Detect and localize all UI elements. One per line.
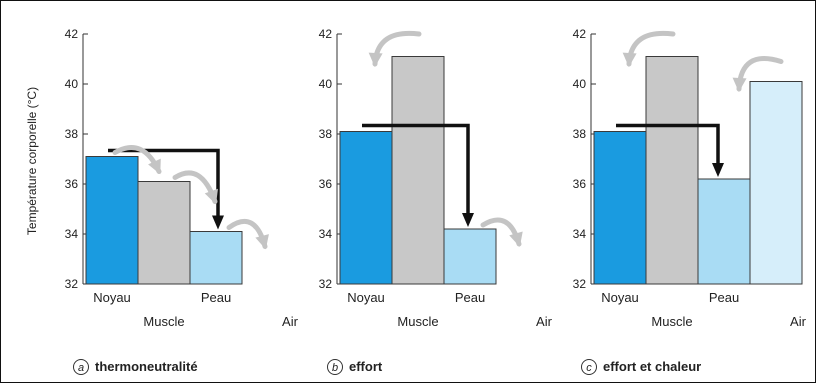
grey-arrow-muscle-core-head (622, 52, 637, 67)
heat-flow-arrow-line (362, 123, 470, 217)
category-label-peau: Peau (709, 290, 739, 305)
panel-letter: b (332, 362, 338, 374)
bar-muscle (645, 56, 699, 285)
grey-arrow-muscle-skin (172, 170, 218, 205)
heat-flow-arrow (616, 123, 724, 177)
heat-flow-arrow-head (712, 163, 724, 177)
bar-air (749, 81, 803, 285)
category-label-air: Air (790, 314, 807, 329)
category-label-air: Air (536, 314, 553, 329)
panel-caption: effort (349, 359, 383, 374)
category-label-muscle: Muscle (651, 314, 692, 329)
panel-letter: a (78, 362, 84, 374)
y-tick-label: 36 (573, 177, 587, 191)
grey-arrow-muscle-core (368, 30, 422, 67)
panel-b: 32 34 36 38 40 42 Noyau Muscle Peau Air b effort (319, 27, 553, 375)
grey-arrow-muscle-skin-head (204, 188, 218, 205)
grey-arrow-air-skin-head (732, 77, 747, 92)
y-tick-label: 34 (65, 227, 79, 241)
category-label-noyau: Noyau (93, 290, 131, 305)
y-tick-label: 40 (573, 77, 587, 91)
heat-flow-arrow-line (616, 123, 720, 167)
grey-arrow-muscle-core (622, 30, 676, 67)
bar-peau (189, 231, 243, 285)
grey-arrow-skin-air-head (509, 231, 523, 247)
y-tick-label: 42 (65, 27, 79, 41)
heat-flow-arrow-head (212, 215, 224, 230)
y-tick-label: 38 (319, 127, 333, 141)
y-tick-label: 40 (319, 77, 333, 91)
y-tick-label: 42 (573, 27, 587, 41)
grey-arrow-core-muscle-head (148, 158, 161, 175)
bar-peau (697, 178, 751, 285)
panel-caption: effort et chaleur (603, 359, 701, 374)
grey-arrow-muscle-core-head (368, 52, 383, 67)
y-axis-title: Température corporelle (°C) (25, 87, 39, 235)
heat-flow-arrow (362, 123, 474, 227)
panel-letter: c (586, 362, 592, 374)
y-tick-label: 36 (65, 177, 79, 191)
grey-arrow-skin-air (480, 217, 523, 247)
panel-letter-circle (73, 359, 89, 375)
y-tick-label: 42 (319, 27, 333, 41)
category-label-air: Air (282, 314, 299, 329)
grey-arrow-skin-air-head (255, 234, 269, 250)
grey-arrow-skin-air (226, 219, 269, 250)
bar-noyau (85, 156, 139, 285)
heat-flow-arrow-head (462, 213, 474, 227)
y-tick-label: 38 (65, 127, 79, 141)
panel-caption: thermoneutralité (95, 359, 198, 374)
bar-noyau (339, 131, 393, 285)
y-tick-label: 34 (573, 227, 587, 241)
category-label-peau: Peau (455, 290, 485, 305)
y-tick-label: 32 (573, 277, 587, 291)
grey-arrow-core-muscle (112, 145, 162, 175)
category-label-muscle: Muscle (397, 314, 438, 329)
panel-letter-circle (581, 359, 597, 375)
bar-peau (443, 228, 497, 285)
category-label-muscle: Muscle (143, 314, 184, 329)
category-label-noyau: Noyau (347, 290, 385, 305)
y-tick-label: 34 (319, 227, 333, 241)
y-tick-label: 32 (319, 277, 333, 291)
bar-muscle (137, 181, 191, 285)
panel-a: 32 34 36 38 40 42 Noyau Muscle Peau Air a thermoneu… (65, 27, 299, 375)
category-label-noyau: Noyau (601, 290, 639, 305)
y-tick-label: 32 (65, 277, 79, 291)
panel-letter-circle (327, 359, 343, 375)
category-label-peau: Peau (201, 290, 231, 305)
grey-arrow-air-skin (732, 56, 784, 92)
bar-noyau (593, 131, 647, 285)
y-tick-label: 40 (65, 77, 79, 91)
panel-c: 32 34 36 38 40 42 Noyau Muscle Peau Air c effort et… (573, 27, 807, 375)
y-tick-label: 38 (573, 127, 587, 141)
y-tick-label: 36 (319, 177, 333, 191)
bar-muscle (391, 56, 445, 285)
